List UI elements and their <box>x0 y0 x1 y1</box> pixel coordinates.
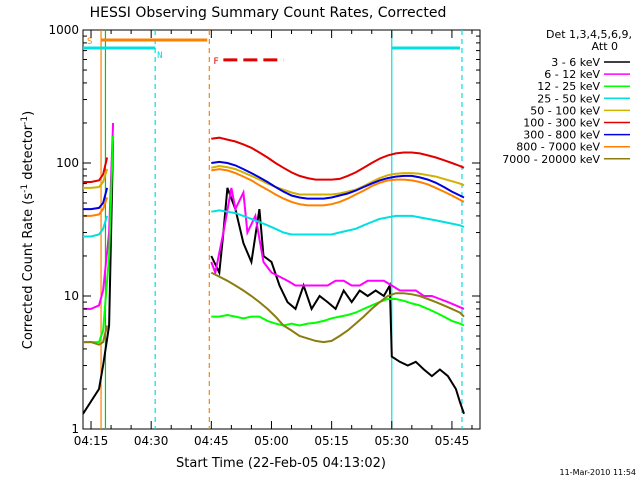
legend-label: 300 - 800 keV <box>523 129 600 142</box>
footer-timestamp: 11-Mar-2010 11:54 <box>560 468 637 477</box>
series-line <box>211 160 465 200</box>
flag-label: N <box>157 51 162 61</box>
y-axis-label-sup2: -1 <box>20 116 30 125</box>
series-line <box>211 164 465 196</box>
plot-frame <box>82 29 481 430</box>
series-line <box>211 136 465 181</box>
x-tick-label: 05:00 <box>254 434 289 448</box>
flag-label: S <box>87 37 92 47</box>
legend-label: 25 - 50 keV <box>537 92 600 105</box>
y-axis-ticks: 1 10 100 1000 <box>48 23 480 436</box>
series-layer <box>83 122 465 415</box>
x-tick-label: 04:15 <box>74 434 109 448</box>
vertical-markers <box>100 30 463 429</box>
y-tick-label: 1000 <box>48 23 79 37</box>
legend-label: 50 - 100 keV <box>530 104 600 117</box>
y-tick-label: 100 <box>56 156 79 170</box>
y-axis-label-end: ) <box>21 111 36 116</box>
y-tick-label: 1 <box>71 422 79 436</box>
y-axis-label-mid: detector <box>21 124 36 184</box>
series-line <box>211 209 465 236</box>
legend-header-line-1: Det 1,3,4,5,6,9, <box>546 28 632 41</box>
legend-label: 800 - 7000 keV <box>516 141 600 154</box>
x-tick-label: 04:30 <box>134 434 169 448</box>
series-line <box>210 187 465 310</box>
plot-area: SNF 04:15 04:30 04:45 05:00 05:15 05:30 05:45 … <box>48 23 481 448</box>
series-line <box>83 187 109 211</box>
y-tick-label: 10 <box>64 289 79 303</box>
series-line <box>211 168 465 207</box>
x-tick-label: 05:15 <box>314 434 349 448</box>
series-line <box>83 215 109 238</box>
chart-title: HESSI Observing Summary Count Rates, Cor… <box>90 5 447 21</box>
legend-label: 100 - 300 keV <box>523 117 600 130</box>
series-line <box>83 139 115 415</box>
x-axis-label: Start Time (22-Feb-05 04:13:02) <box>176 456 386 471</box>
legend-label: 12 - 25 keV <box>537 80 600 93</box>
series-line <box>210 271 465 344</box>
x-tick-label: 05:45 <box>435 434 470 448</box>
series-line <box>83 168 109 189</box>
series-line <box>83 325 109 346</box>
legend-label: 6 - 12 keV <box>544 68 600 81</box>
y-axis-label-sup1: -1 <box>20 184 30 193</box>
x-tick-label: 05:30 <box>374 434 409 448</box>
x-tick-label: 04:45 <box>194 434 229 448</box>
series-line <box>83 157 109 183</box>
legend-label: 3 - 6 keV <box>551 56 600 69</box>
flag-layer: S N F <box>83 37 460 67</box>
y-axis-label-main: Corrected Count Rate (s <box>21 193 36 350</box>
legend-label: 7000 - 20000 keV <box>502 153 600 166</box>
x-axis-ticks: 04:15 04:30 04:45 05:00 05:15 05:30 05:45 <box>74 30 473 448</box>
y-axis-label: Corrected Count Rate (s-1 detector-1) <box>20 111 36 349</box>
series-line <box>211 298 465 327</box>
series-line <box>210 187 465 415</box>
series-line <box>83 197 109 217</box>
legend-header-line-2: Att 0 <box>592 40 618 53</box>
flag-label: F <box>213 57 218 67</box>
